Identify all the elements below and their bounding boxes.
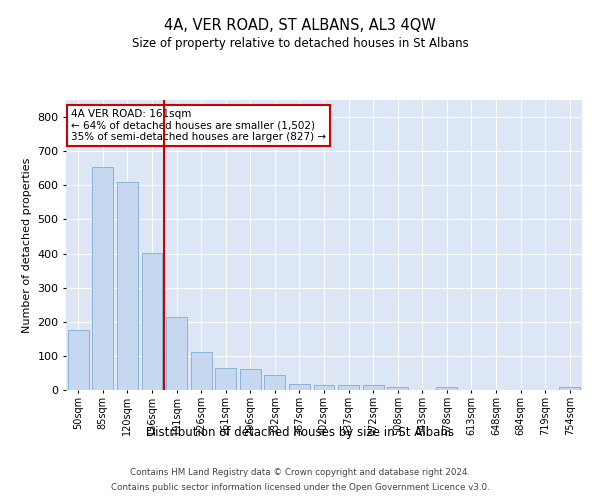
Bar — [338, 385, 359, 390]
Text: Size of property relative to detached houses in St Albans: Size of property relative to detached ho… — [131, 38, 469, 51]
Bar — [191, 352, 212, 390]
Bar — [240, 368, 261, 390]
Bar — [362, 385, 383, 390]
Text: Distribution of detached houses by size in St Albans: Distribution of detached houses by size … — [146, 426, 454, 439]
Bar — [436, 388, 457, 390]
Bar — [215, 368, 236, 390]
Text: 4A, VER ROAD, ST ALBANS, AL3 4QW: 4A, VER ROAD, ST ALBANS, AL3 4QW — [164, 18, 436, 32]
Bar — [166, 316, 187, 390]
Bar — [142, 252, 163, 390]
Text: Contains public sector information licensed under the Open Government Licence v3: Contains public sector information licen… — [110, 483, 490, 492]
Bar — [92, 166, 113, 390]
Text: Contains HM Land Registry data © Crown copyright and database right 2024.: Contains HM Land Registry data © Crown c… — [130, 468, 470, 477]
Bar — [265, 374, 286, 390]
Y-axis label: Number of detached properties: Number of detached properties — [22, 158, 32, 332]
Text: 4A VER ROAD: 161sqm
← 64% of detached houses are smaller (1,502)
35% of semi-det: 4A VER ROAD: 161sqm ← 64% of detached ho… — [71, 108, 326, 142]
Bar — [314, 384, 334, 390]
Bar — [117, 182, 138, 390]
Bar — [68, 330, 89, 390]
Bar — [387, 388, 408, 390]
Bar — [559, 388, 580, 390]
Bar — [289, 384, 310, 390]
